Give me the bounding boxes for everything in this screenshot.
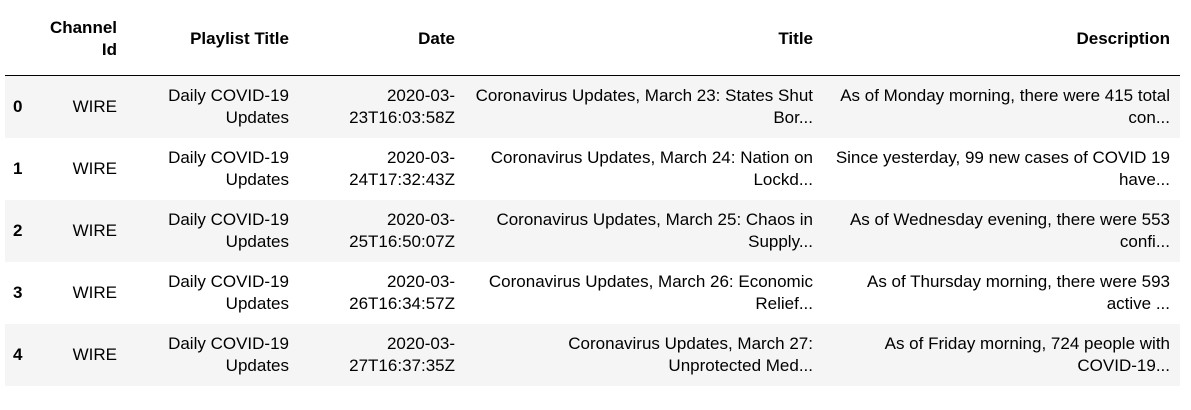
cell-title: Coronavirus Updates, March 24: Nation on… (490, 147, 813, 189)
table-row: 0 WIRE Daily COVID-19 Updates 2020-03-23… (5, 75, 1180, 138)
cell-title: Coronavirus Updates, March 25: Chaos in … (496, 209, 813, 251)
table-row: 2 WIRE Daily COVID-19 Updates 2020-03-25… (5, 199, 1180, 262)
cell-date: 2020-03-24T17:32:43Z (349, 147, 455, 189)
cell-date: 2020-03-25T16:50:07Z (349, 209, 455, 251)
table-body: 0 WIRE Daily COVID-19 Updates 2020-03-23… (5, 75, 1180, 386)
row-index: 4 (13, 344, 23, 364)
cell-description: As of Friday morning, 724 people with CO… (884, 333, 1170, 375)
row-index: 2 (13, 220, 23, 240)
row-index: 3 (13, 282, 23, 302)
table-row: 3 WIRE Daily COVID-19 Updates 2020-03-26… (5, 261, 1180, 324)
dataframe-table: Channel Id Playlist Title Date Title Des… (5, 0, 1180, 386)
column-header-description: Description (823, 0, 1180, 76)
cell-date: 2020-03-27T16:37:35Z (349, 333, 455, 375)
cell-channel-id: WIRE (72, 158, 117, 178)
table-row: 4 WIRE Daily COVID-19 Updates 2020-03-27… (5, 323, 1180, 386)
cell-playlist-title: Daily COVID-19 Updates (168, 271, 289, 313)
cell-channel-id: WIRE (72, 344, 117, 364)
cell-description: As of Wednesday evening, there were 553 … (849, 209, 1170, 251)
dataframe-output: Channel Id Playlist Title Date Title Des… (5, 0, 1180, 386)
column-header-channel-id: Channel Id (27, 0, 127, 76)
cell-channel-id: WIRE (72, 282, 117, 302)
cell-playlist-title: Daily COVID-19 Updates (168, 333, 289, 375)
cell-date: 2020-03-26T16:34:57Z (349, 271, 455, 313)
header-row: Channel Id Playlist Title Date Title Des… (5, 0, 1180, 76)
cell-playlist-title: Daily COVID-19 Updates (168, 147, 289, 189)
table-header: Channel Id Playlist Title Date Title Des… (5, 0, 1180, 76)
cell-title: Coronavirus Updates, March 27: Unprotect… (568, 333, 813, 375)
cell-description: As of Thursday morning, there were 593 a… (866, 271, 1170, 313)
index-header (5, 0, 27, 76)
column-header-title: Title (465, 0, 823, 76)
cell-description: As of Monday morning, there were 415 tot… (840, 85, 1170, 127)
cell-title: Coronavirus Updates, March 23: States Sh… (475, 85, 813, 127)
column-header-date: Date (299, 0, 465, 76)
cell-playlist-title: Daily COVID-19 Updates (168, 85, 289, 127)
cell-channel-id: WIRE (72, 220, 117, 240)
table-row: 1 WIRE Daily COVID-19 Updates 2020-03-24… (5, 137, 1180, 200)
row-index: 0 (13, 96, 23, 116)
column-header-playlist-title: Playlist Title (127, 0, 299, 76)
cell-playlist-title: Daily COVID-19 Updates (168, 209, 289, 251)
cell-description: Since yesterday, 99 new cases of COVID 1… (835, 147, 1170, 189)
cell-title: Coronavirus Updates, March 26: Economic … (488, 271, 813, 313)
cell-date: 2020-03-23T16:03:58Z (349, 85, 455, 127)
cell-channel-id: WIRE (72, 96, 117, 116)
row-index: 1 (13, 158, 23, 178)
